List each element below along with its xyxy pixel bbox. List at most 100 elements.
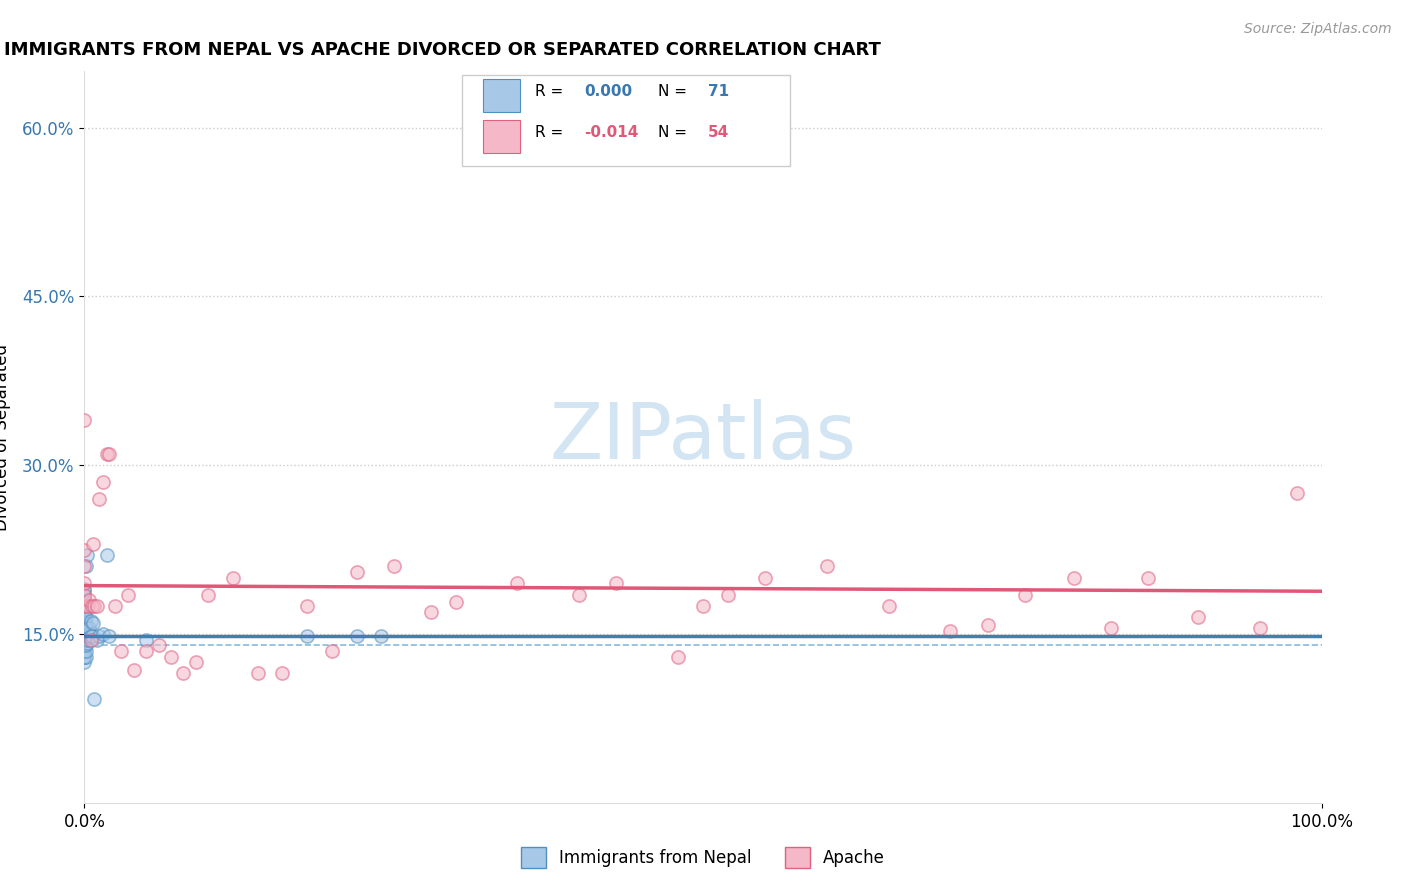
Point bbox=[73, 605, 96, 619]
Point bbox=[75, 649, 97, 664]
Point bbox=[73, 610, 96, 624]
Text: 0.000: 0.000 bbox=[585, 85, 633, 99]
Point bbox=[73, 612, 96, 626]
Point bbox=[73, 632, 96, 647]
Point bbox=[75, 632, 97, 647]
Point bbox=[73, 599, 96, 613]
Point bbox=[271, 666, 294, 681]
Point bbox=[1014, 588, 1036, 602]
Point bbox=[73, 413, 96, 427]
Point bbox=[89, 491, 111, 506]
Point bbox=[321, 644, 343, 658]
Text: -0.014: -0.014 bbox=[585, 125, 638, 140]
Point bbox=[73, 627, 96, 641]
Point bbox=[73, 618, 96, 632]
Point bbox=[295, 629, 318, 643]
FancyBboxPatch shape bbox=[482, 120, 520, 153]
Point bbox=[82, 615, 104, 630]
Text: ZIPatlas: ZIPatlas bbox=[550, 399, 856, 475]
Point bbox=[117, 588, 139, 602]
Point bbox=[1099, 621, 1122, 635]
Point bbox=[73, 615, 96, 630]
Point bbox=[246, 666, 269, 681]
Point bbox=[76, 621, 98, 635]
Point bbox=[73, 595, 96, 609]
Text: R =: R = bbox=[534, 125, 568, 140]
Point bbox=[73, 655, 96, 669]
Point bbox=[73, 649, 96, 664]
Point bbox=[73, 593, 96, 607]
Text: 54: 54 bbox=[709, 125, 730, 140]
Point bbox=[79, 621, 101, 635]
Point bbox=[91, 627, 114, 641]
Point bbox=[506, 576, 529, 591]
Point bbox=[160, 649, 183, 664]
Text: IMMIGRANTS FROM NEPAL VS APACHE DIVORCED OR SEPARATED CORRELATION CHART: IMMIGRANTS FROM NEPAL VS APACHE DIVORCED… bbox=[4, 41, 880, 59]
Point bbox=[73, 615, 96, 630]
Point bbox=[73, 627, 96, 641]
Point bbox=[91, 475, 114, 489]
Point bbox=[89, 629, 111, 643]
Point bbox=[73, 627, 96, 641]
Text: N =: N = bbox=[658, 125, 692, 140]
Point bbox=[98, 447, 121, 461]
Point bbox=[75, 621, 97, 635]
Point bbox=[96, 447, 118, 461]
Point bbox=[73, 615, 96, 630]
Point bbox=[73, 605, 96, 619]
Point bbox=[73, 602, 96, 616]
Point bbox=[75, 627, 97, 641]
Point bbox=[80, 599, 103, 613]
Point bbox=[73, 590, 96, 604]
Point bbox=[717, 588, 740, 602]
Point bbox=[80, 629, 103, 643]
Point bbox=[75, 644, 97, 658]
Point bbox=[73, 624, 96, 638]
Point bbox=[222, 571, 245, 585]
Point bbox=[754, 571, 776, 585]
Point bbox=[75, 615, 97, 630]
Point bbox=[939, 624, 962, 638]
Point bbox=[73, 614, 96, 628]
Point bbox=[75, 638, 97, 652]
Point bbox=[77, 632, 100, 647]
Point bbox=[73, 638, 96, 652]
Point bbox=[605, 576, 627, 591]
Legend: Immigrants from Nepal, Apache: Immigrants from Nepal, Apache bbox=[520, 847, 886, 868]
Point bbox=[346, 629, 368, 643]
Point bbox=[692, 599, 714, 613]
Point bbox=[295, 599, 318, 613]
Point bbox=[79, 593, 101, 607]
Point bbox=[79, 631, 101, 645]
Point bbox=[76, 629, 98, 643]
Point bbox=[73, 542, 96, 557]
Point bbox=[104, 599, 127, 613]
Point bbox=[86, 599, 108, 613]
Point bbox=[73, 621, 96, 635]
FancyBboxPatch shape bbox=[482, 79, 520, 112]
Point bbox=[82, 537, 104, 551]
Point bbox=[666, 649, 689, 664]
Point bbox=[79, 614, 101, 628]
Point bbox=[172, 666, 194, 681]
Point bbox=[148, 638, 170, 652]
Point bbox=[96, 548, 118, 562]
Point bbox=[73, 559, 96, 574]
Point bbox=[73, 582, 96, 596]
Point bbox=[1285, 486, 1308, 500]
Point bbox=[73, 649, 96, 664]
Point bbox=[76, 636, 98, 650]
Point bbox=[73, 632, 96, 647]
Point bbox=[73, 610, 96, 624]
Point bbox=[976, 618, 998, 632]
Point bbox=[75, 559, 97, 574]
Point bbox=[73, 607, 96, 622]
Point bbox=[83, 599, 105, 613]
Point bbox=[568, 588, 591, 602]
Point bbox=[73, 644, 96, 658]
Point bbox=[77, 627, 100, 641]
Point bbox=[73, 576, 96, 591]
Point bbox=[86, 632, 108, 647]
Point bbox=[73, 588, 96, 602]
Point bbox=[815, 559, 838, 574]
